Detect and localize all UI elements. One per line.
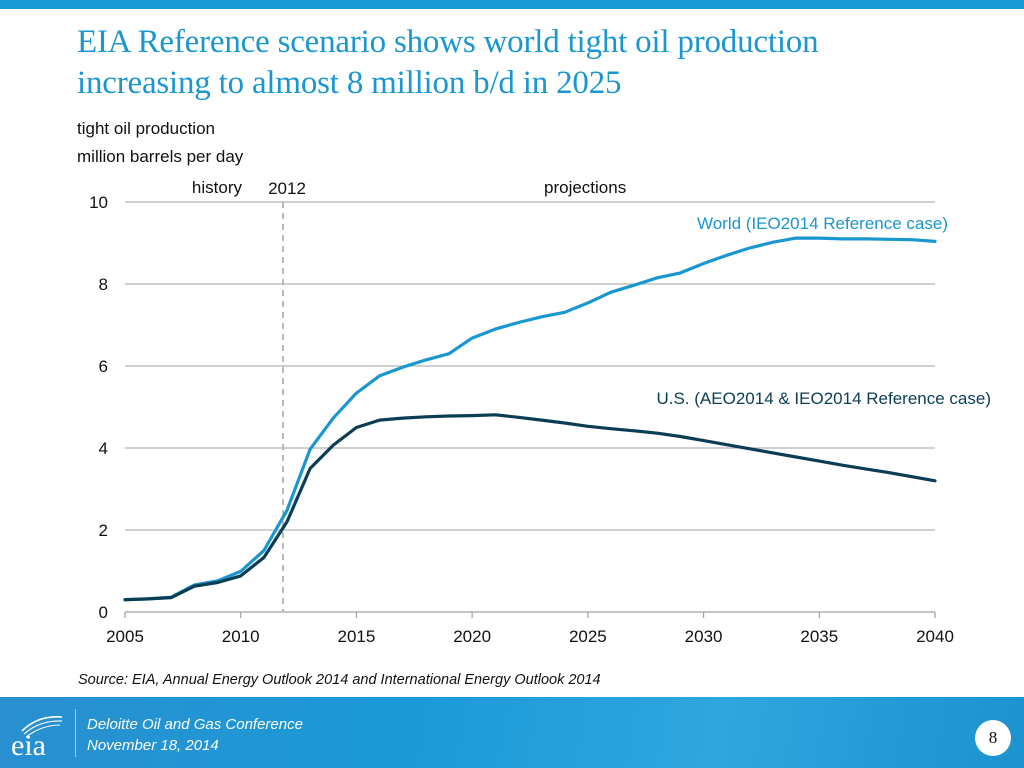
x-tick-label: 2035 [800, 627, 838, 646]
y-tick-label: 4 [99, 439, 108, 458]
logo-text: eia [11, 729, 46, 757]
x-tick-label: 2030 [685, 627, 723, 646]
divider-year-label: 2012 [268, 179, 306, 198]
source-note: Source: EIA, Annual Energy Outlook 2014 … [78, 672, 601, 688]
page-number: 8 [975, 720, 1011, 756]
x-tick-label: 2010 [222, 627, 260, 646]
eia-logo-icon: eia [11, 715, 63, 757]
x-tick-label: 2005 [106, 627, 144, 646]
slide-title: EIA Reference scenario shows world tight… [77, 22, 977, 104]
projections-label: projections [544, 178, 626, 197]
conference-date: November 18, 2014 [87, 737, 219, 754]
line-chart: 0 2 4 6 8 10 2005 2010 2015 2020 2025 2030 2035 2040 2… [89, 178, 991, 646]
y-tick-label: 10 [89, 193, 108, 212]
title-line-2: increasing to almost 8 million b/d in 20… [77, 65, 622, 101]
unit-label-2: million barrels per day [77, 147, 244, 166]
x-tick-label: 2040 [916, 627, 954, 646]
series-label-us: U.S. (AEO2014 & IEO2014 Reference case) [656, 389, 991, 408]
history-label: history [192, 178, 243, 197]
x-tick-label: 2015 [338, 627, 376, 646]
series-label-world: World (IEO2014 Reference case) [697, 214, 948, 233]
footer-bar: eia Deloitte Oil and Gas Conference Nove… [0, 697, 1024, 768]
unit-label-1: tight oil production [77, 119, 215, 138]
footer-divider [75, 709, 76, 757]
y-tick-label: 8 [99, 275, 108, 294]
series-line-world [123, 236, 937, 602]
y-tick-label: 2 [99, 521, 108, 540]
y-tick-label: 6 [99, 357, 108, 376]
x-tick-label: 2020 [453, 627, 491, 646]
title-line-1: EIA Reference scenario shows world tight… [77, 24, 819, 60]
x-tick-label: 2025 [569, 627, 607, 646]
top-accent-bar [0, 0, 1024, 9]
conference-name: Deloitte Oil and Gas Conference [87, 716, 303, 733]
series-line-us [123, 413, 937, 602]
y-tick-label: 0 [99, 603, 108, 622]
